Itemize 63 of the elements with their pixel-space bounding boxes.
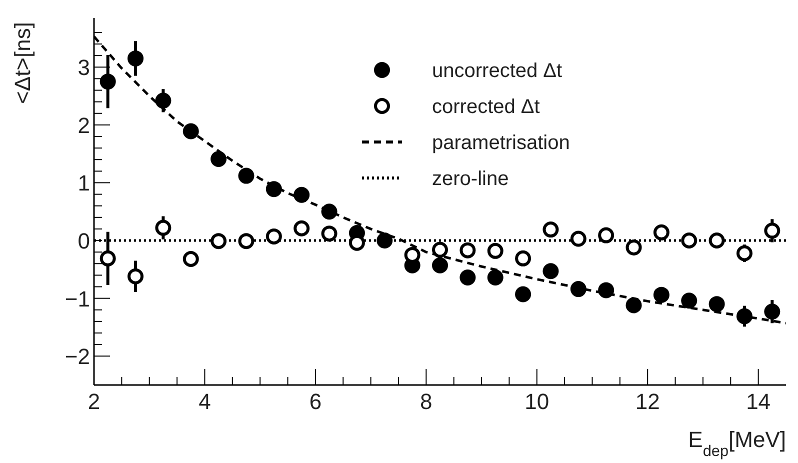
point (321, 204, 338, 220)
point (432, 242, 448, 258)
point (238, 168, 254, 184)
x-tick-label: 14 (746, 389, 771, 414)
x-axis-title: E$_{dep}$[MeV] (688, 427, 786, 460)
point (266, 181, 282, 198)
point (210, 233, 227, 250)
x-tick-label: 4 (198, 389, 211, 414)
x-tick-label: 8 (420, 389, 432, 414)
point (210, 151, 227, 168)
point (653, 286, 670, 303)
y-tick-label: 0 (78, 228, 90, 254)
point (570, 230, 586, 247)
point (487, 270, 504, 286)
point (708, 232, 725, 249)
y-tick-label: 3 (78, 55, 90, 80)
x-tick-label: 12 (635, 389, 660, 414)
point (736, 245, 752, 262)
point (182, 251, 199, 268)
y-tick-label: −1 (64, 286, 90, 312)
y-axis-title: <Δt>[ns] (10, 22, 35, 104)
y-tick-label: −2 (64, 344, 90, 370)
point (155, 92, 172, 109)
point (515, 286, 532, 302)
point (266, 228, 282, 244)
point (238, 233, 254, 250)
point (294, 220, 310, 236)
point (100, 74, 116, 90)
legend-label: uncorrected Δt (432, 60, 563, 82)
point (764, 304, 780, 320)
point (681, 292, 698, 309)
point (736, 308, 752, 324)
point (155, 220, 172, 236)
point (460, 242, 476, 258)
point (182, 123, 199, 140)
point (542, 222, 559, 238)
point (515, 250, 532, 266)
point (460, 270, 476, 286)
point (321, 226, 338, 242)
point (100, 250, 116, 266)
point (598, 227, 614, 244)
point (626, 297, 642, 314)
point (653, 224, 670, 240)
point (128, 268, 144, 284)
point (487, 242, 504, 259)
point (626, 239, 642, 256)
y-tick-label: 1 (78, 170, 90, 196)
point (128, 50, 144, 66)
point (598, 282, 614, 298)
point (764, 222, 780, 239)
x-tick-label: 6 (309, 389, 322, 414)
legend-label: corrected Δt (432, 96, 540, 118)
point (294, 186, 310, 203)
point (432, 257, 448, 274)
point (570, 281, 586, 298)
y-tick-label: 2 (78, 112, 90, 138)
legend-label: zero-line (432, 168, 509, 190)
x-tick-label: 10 (524, 389, 550, 414)
point (376, 232, 393, 249)
point (681, 232, 698, 249)
legend-label: parametrisation (432, 132, 570, 154)
point (708, 296, 725, 312)
point (542, 263, 559, 280)
